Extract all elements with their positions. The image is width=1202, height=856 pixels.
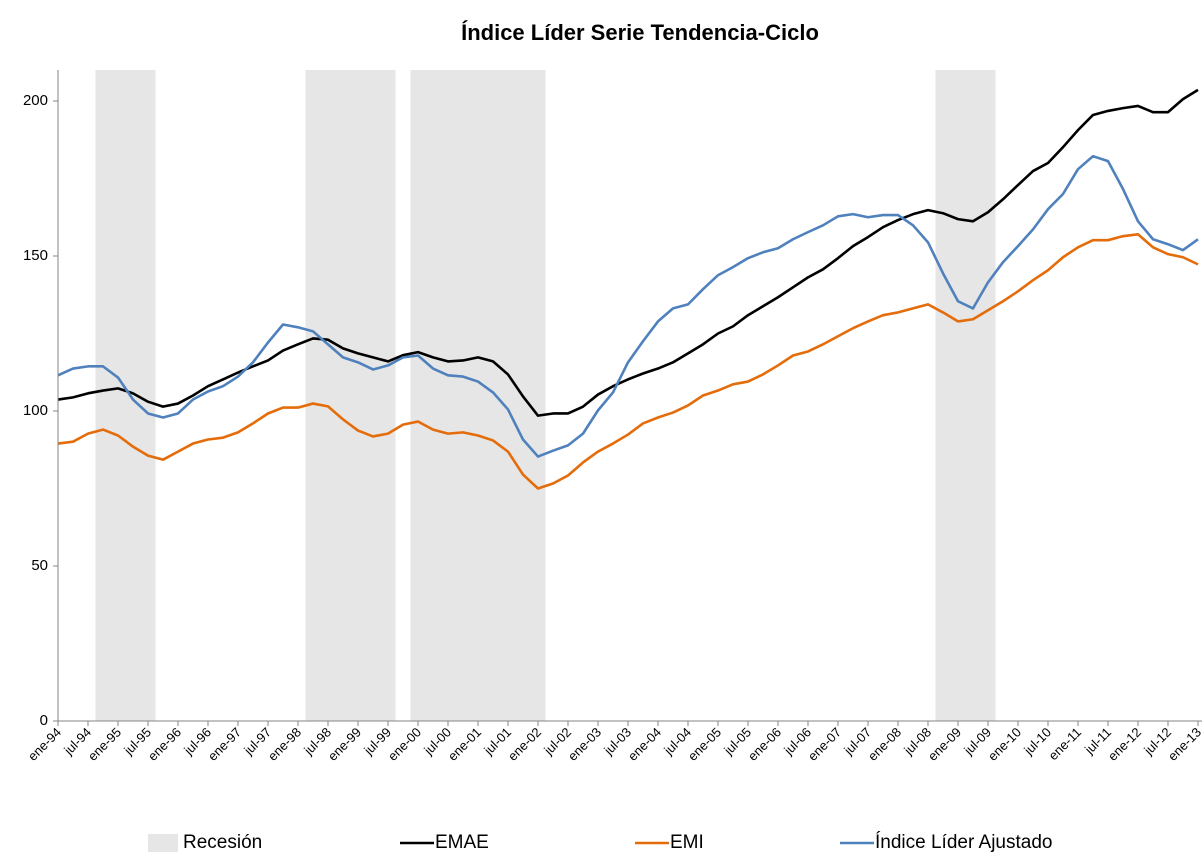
recession-band <box>380 70 396 721</box>
legend-label: Recesión <box>183 832 262 853</box>
y-tick-label: 200 <box>23 92 48 109</box>
recession-band <box>425 70 441 721</box>
x-tick-label: ene-95 <box>85 725 124 764</box>
recession-band <box>335 70 351 721</box>
x-tick-label: ene-05 <box>685 725 724 764</box>
chart-title: Índice Líder Serie Tendencia-Ciclo <box>461 20 819 45</box>
recession-band <box>965 70 981 721</box>
recession-band <box>305 70 321 721</box>
recession-band <box>110 70 126 721</box>
recession-band <box>440 70 456 721</box>
recession-band <box>950 70 966 721</box>
recession-band <box>95 70 111 721</box>
x-tick-label: ene-07 <box>805 725 844 764</box>
x-tick-label: ene-02 <box>505 725 544 764</box>
recession-band <box>935 70 951 721</box>
y-tick-label: 100 <box>23 402 48 419</box>
recession-band <box>470 70 486 721</box>
y-tick-label: 50 <box>31 557 48 574</box>
recession-band <box>365 70 381 721</box>
x-tick-label: ene-97 <box>205 725 244 764</box>
x-tick-label: ene-11 <box>1046 725 1085 764</box>
x-tick-label: ene-99 <box>325 725 364 764</box>
legend-label: EMAE <box>435 832 489 853</box>
series-line <box>57 88 1199 417</box>
y-tick-label: 0 <box>40 712 48 729</box>
x-tick-label: ene-08 <box>865 725 904 764</box>
y-tick-label: 150 <box>23 247 48 264</box>
x-tick-label: ene-10 <box>985 725 1024 764</box>
recession-band <box>125 70 141 721</box>
x-tick-label: ene-01 <box>445 725 484 764</box>
x-tick-label: ene-06 <box>745 725 784 764</box>
x-tick-label: ene-13 <box>1165 725 1202 764</box>
x-tick-label: ene-09 <box>925 725 964 764</box>
recession-band <box>500 70 516 721</box>
legend-label: EMI <box>670 832 704 853</box>
line-layer <box>57 88 1199 490</box>
x-tick-label: ene-96 <box>145 725 184 764</box>
x-tick-label: ene-94 <box>25 725 64 764</box>
recession-band <box>530 70 546 721</box>
recession-band <box>350 70 366 721</box>
series-line <box>57 154 1199 458</box>
recession-band <box>320 70 336 721</box>
x-tick-label: ene-04 <box>625 725 664 764</box>
legend-label: Índice Líder Ajustado <box>875 832 1052 853</box>
x-tick-label: ene-98 <box>265 725 304 764</box>
x-tick-label: ene-03 <box>565 725 604 764</box>
legend-swatch <box>148 834 178 852</box>
x-tick-label: ene-00 <box>385 725 424 764</box>
recession-layer <box>95 70 996 721</box>
recession-band <box>485 70 501 721</box>
recession-band <box>455 70 471 721</box>
recession-band <box>980 70 996 721</box>
series-line <box>57 233 1199 490</box>
x-tick-label: ene-12 <box>1105 725 1144 764</box>
recession-band <box>410 70 426 721</box>
recession-band <box>140 70 156 721</box>
